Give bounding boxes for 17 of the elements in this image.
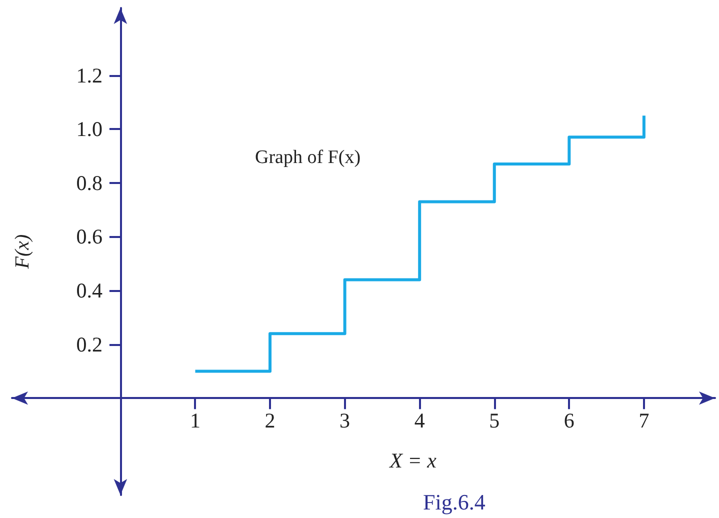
- x-tick-label: 6: [564, 408, 574, 433]
- y-tick-label: 0.8: [76, 170, 102, 195]
- x-tick-label: 3: [340, 408, 350, 433]
- x-tick-label: 1: [190, 408, 200, 433]
- y-tick-label: 1.0: [76, 117, 102, 142]
- annotation: Graph of F(x): [255, 147, 361, 168]
- x-tick-label: 7: [638, 408, 650, 433]
- x-tick-label: 2: [264, 408, 276, 433]
- y-axis-title: F(x): [11, 234, 34, 270]
- x-tick-label: 5: [489, 408, 500, 433]
- y-tick-label: 1.2: [76, 63, 102, 88]
- x-tick-label: 4: [414, 408, 426, 433]
- y-tick-label: 0.4: [76, 278, 103, 303]
- text: Fig.6.4: [423, 490, 486, 514]
- y-tick-label: 0.6: [76, 224, 102, 249]
- x-axis-title: X = x: [388, 448, 438, 472]
- y-tick-label: 0.2: [76, 332, 102, 356]
